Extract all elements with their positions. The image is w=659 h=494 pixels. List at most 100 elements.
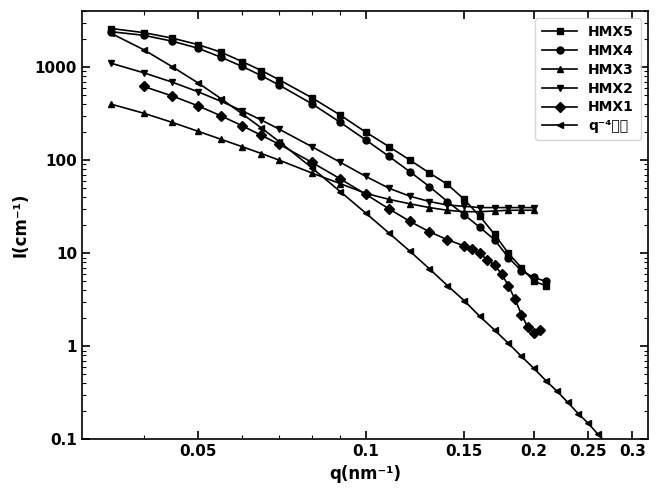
HMX4 [308,101,316,107]
HMX3 [217,136,225,142]
HMX4 [530,275,538,281]
HMX5 [385,144,393,150]
q⁻⁴曲线 [336,189,344,195]
HMX5 [490,231,498,237]
q⁻⁴曲线 [217,95,225,101]
HMX4 [460,212,468,218]
HMX1 [275,141,283,147]
HMX3 [194,128,202,134]
q⁻⁴曲线 [603,441,611,447]
Line: HMX2: HMX2 [108,60,537,211]
HMX1 [308,160,316,165]
q⁻⁴曲线 [504,340,512,346]
q⁻⁴曲线 [107,31,115,37]
HMX2 [426,199,434,205]
X-axis label: q(nm⁻¹): q(nm⁻¹) [329,465,401,483]
q⁻⁴曲线 [168,64,176,70]
HMX5 [238,58,246,64]
Line: q⁻⁴曲线: q⁻⁴曲线 [109,31,635,475]
q⁻⁴曲线 [594,431,602,437]
HMX5 [362,129,370,135]
HMX2 [406,193,414,199]
HMX3 [362,191,370,197]
HMX3 [275,157,283,163]
Line: HMX3: HMX3 [108,101,537,215]
HMX2 [336,160,344,165]
HMX1 [194,103,202,109]
HMX1 [140,83,148,89]
HMX1 [490,262,498,268]
HMX1 [460,243,468,249]
q⁻⁴曲线 [275,139,283,145]
q⁻⁴曲线 [476,313,484,319]
HMX4 [168,38,176,44]
q⁻⁴曲线 [258,125,266,131]
HMX5 [530,278,538,284]
HMX4 [476,224,484,230]
HMX2 [140,70,148,76]
HMX1 [385,206,393,212]
q⁻⁴曲线 [612,451,619,457]
HMX3 [426,205,434,210]
HMX2 [385,185,393,191]
Legend: HMX5, HMX4, HMX3, HMX2, HMX1, q⁻⁴曲线: HMX5, HMX4, HMX3, HMX2, HMX1, q⁻⁴曲线 [535,18,641,140]
q⁻⁴曲线 [530,366,538,371]
HMX3 [530,207,538,213]
HMX2 [504,205,512,210]
HMX4 [336,120,344,125]
HMX2 [275,126,283,132]
HMX1 [498,271,505,277]
q⁻⁴曲线 [574,411,582,416]
HMX5 [275,77,283,83]
HMX2 [460,204,468,209]
HMX5 [517,265,525,271]
q⁻⁴曲线 [564,400,572,406]
HMX5 [406,157,414,163]
HMX4 [406,169,414,175]
HMX1 [468,247,476,252]
HMX2 [168,79,176,85]
HMX2 [517,205,525,210]
q⁻⁴曲线 [308,165,316,171]
HMX5 [426,170,434,176]
HMX2 [530,205,538,210]
HMX5 [107,26,115,32]
HMX2 [217,98,225,104]
HMX4 [385,154,393,160]
HMX1 [362,191,370,197]
HMX5 [168,35,176,41]
Line: HMX5: HMX5 [108,25,549,289]
HMX5 [460,197,468,203]
HMX1 [476,250,484,256]
HMX3 [168,120,176,125]
q⁻⁴曲线 [460,298,468,304]
HMX4 [444,199,451,205]
HMX2 [308,144,316,150]
HMX1 [444,237,451,243]
HMX2 [476,205,484,210]
q⁻⁴曲线 [194,80,202,85]
HMX1 [504,283,512,288]
q⁻⁴曲线 [628,470,636,476]
Y-axis label: I(cm⁻¹): I(cm⁻¹) [11,193,29,257]
HMX2 [107,60,115,66]
HMX4 [362,137,370,143]
HMX2 [238,108,246,114]
HMX2 [490,205,498,210]
HMX4 [140,32,148,38]
HMX5 [194,41,202,47]
q⁻⁴曲线 [238,111,246,117]
HMX1 [530,330,538,336]
q⁻⁴曲线 [553,388,561,394]
HMX5 [258,68,266,74]
HMX1 [258,132,266,138]
HMX5 [542,283,550,288]
HMX3 [308,170,316,176]
HMX1 [168,93,176,99]
HMX1 [517,312,525,318]
HMX5 [140,30,148,36]
HMX4 [426,184,434,190]
HMX2 [362,173,370,179]
HMX5 [217,49,225,55]
HMX1 [483,257,491,263]
